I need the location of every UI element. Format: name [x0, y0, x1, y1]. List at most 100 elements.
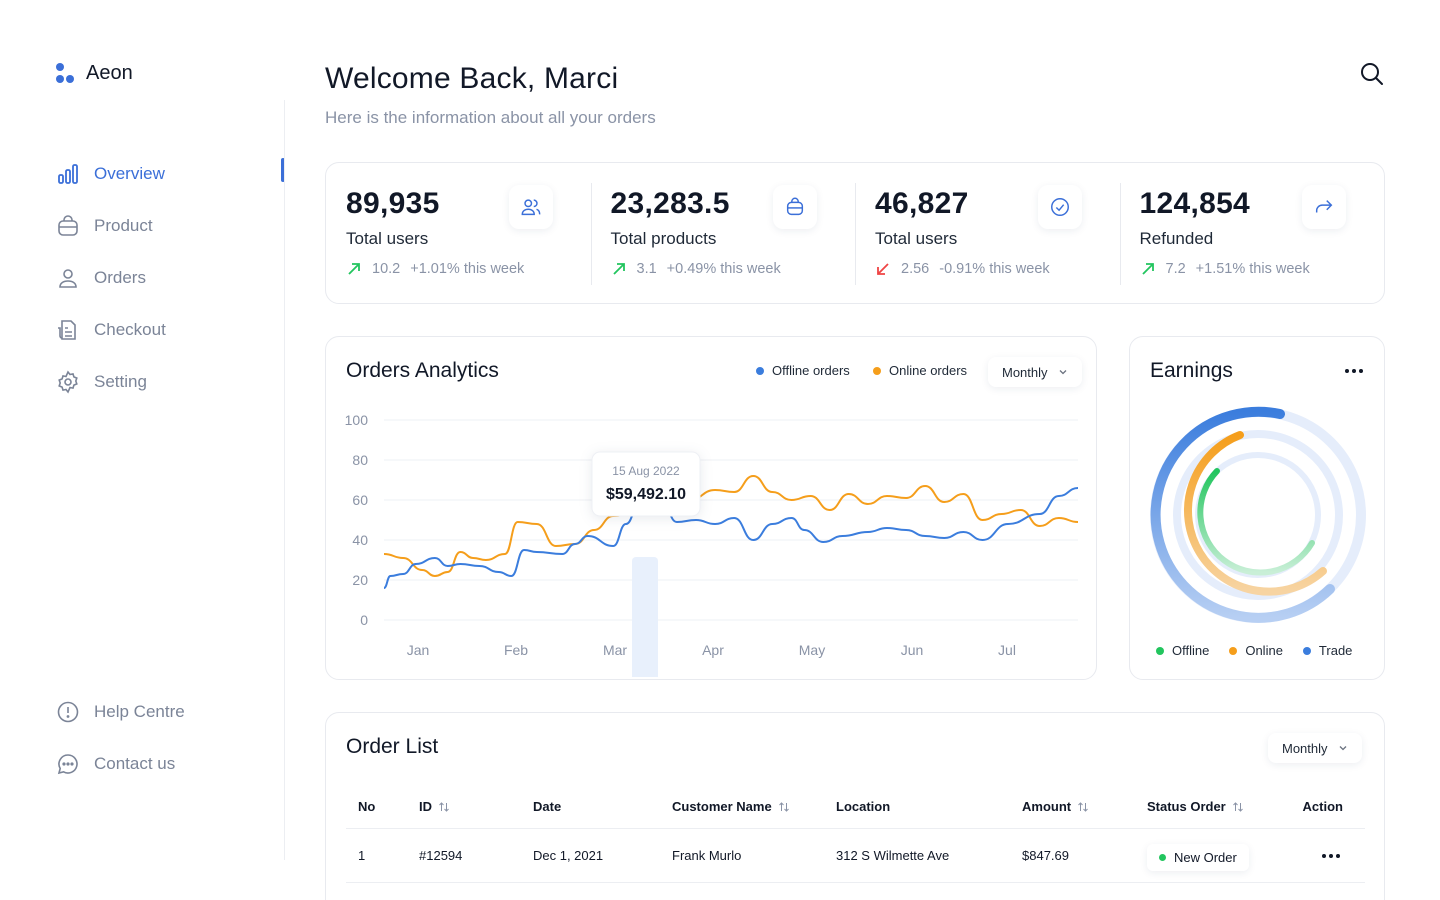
column-header-action: Action: [1302, 799, 1343, 814]
status-badge: New Order: [1147, 844, 1249, 871]
trend-up-icon: [612, 263, 625, 275]
stat-value: 23,283.5: [610, 187, 730, 220]
chat-icon: [57, 754, 78, 775]
gear-icon: [58, 370, 78, 394]
sidebar-bottom-nav: Help Centre Contact us: [56, 694, 285, 798]
info-icon: [57, 701, 79, 723]
cell-no: 1: [358, 848, 366, 863]
legend-dot: [873, 366, 881, 375]
legend-offline-orders: Offline orders: [756, 363, 850, 378]
column-header-status-order[interactable]: Status Order: [1147, 799, 1301, 814]
cell-status: New Order: [1147, 840, 1301, 871]
share-arrow-icon: [1315, 200, 1333, 213]
sidebar-item-checkout[interactable]: Checkout: [56, 312, 285, 348]
orders-line-chart: 0 20 40 60 80 100 Jan Feb Mar Apr May Jun Jul 15 Aug …: [345, 412, 1079, 677]
series-line-online-orders: [383, 474, 1079, 578]
sidebar-item-orders[interactable]: Orders: [56, 260, 285, 296]
sort-icon: [1232, 801, 1243, 812]
legend-label: Online: [1245, 643, 1283, 658]
period-dropdown-value: Monthly: [1002, 364, 1048, 380]
tooltip-box: [591, 451, 701, 517]
table-row[interactable]: 1 #12594 Dec 1, 2021 Frank Murlo 312 S W…: [346, 829, 1365, 883]
period-dropdown[interactable]: Monthly: [988, 357, 1082, 387]
earnings-legend: Offline Online Trade: [1156, 643, 1352, 658]
user-icon: [59, 269, 77, 288]
hover-band: [632, 557, 658, 677]
stat-label: Total products: [610, 229, 717, 248]
orders-analytics-card: Orders Analytics Offline orders Online o…: [325, 336, 1097, 680]
y-tick-label: 80: [352, 452, 368, 468]
stat-trend: 3.1 +0.49% this week: [611, 261, 836, 277]
stat-trend: 10.2 +1.01% this week: [346, 261, 571, 277]
y-tick-label: 20: [352, 572, 368, 588]
stat-value: 124,854: [1139, 187, 1251, 220]
cell-location: 312 S Wilmette Ave: [836, 848, 950, 863]
cell-date: Dec 1, 2021: [533, 848, 604, 863]
stat-icon-button[interactable]: [1037, 185, 1082, 229]
logo[interactable]: Aeon: [56, 62, 133, 85]
legend-trade: Trade: [1302, 643, 1353, 658]
legend-label: Offline: [1172, 643, 1210, 658]
table-row[interactable]: [346, 883, 1365, 900]
check-circle-icon: [1050, 198, 1069, 216]
status-label: New Order: [1174, 850, 1237, 865]
sort-icon: [439, 801, 449, 812]
chevron-down-icon: [1059, 370, 1066, 375]
earnings-card: Earnings Offline Online Trade: [1129, 336, 1385, 680]
legend-label: Trade: [1318, 643, 1353, 658]
page-title: Welcome Back, Marci: [325, 62, 619, 95]
cell-amount: $847.69: [1022, 848, 1069, 863]
stat-trend: 2.56 -0.91% this week: [875, 261, 1100, 277]
app-name: Aeon: [86, 62, 133, 84]
sidebar-item-label: Contact us: [94, 754, 176, 773]
earnings-more-button[interactable]: [1342, 361, 1366, 381]
legend-dot: [756, 366, 764, 375]
stat-icon-button[interactable]: [773, 185, 817, 229]
stat-change: -0.91% this week: [939, 261, 1050, 277]
order-period-dropdown[interactable]: Monthly: [1268, 733, 1362, 763]
cell-action: [1301, 846, 1365, 866]
ring-track-online: [1173, 430, 1343, 600]
ring-offline: [1197, 468, 1315, 576]
column-header-id[interactable]: ID: [419, 799, 533, 814]
sidebar-item-label: Checkout: [94, 320, 166, 339]
legend-label: Offline orders: [772, 363, 850, 378]
search-button[interactable]: [1358, 60, 1386, 88]
row-more-button[interactable]: [1319, 846, 1343, 866]
card-title: Order List: [346, 735, 439, 758]
sidebar: Aeon Overview Product Orders Checkout Se…: [0, 0, 285, 900]
table-header: No ID Date Customer Name Location Amount…: [346, 785, 1365, 829]
x-tick-label: Mar: [603, 642, 627, 658]
page-subtitle: Here is the information about all your o…: [325, 108, 656, 127]
sidebar-item-label: Setting: [94, 372, 147, 391]
stats-panel: 89,935 Total users 10.2 +1.01% this week…: [325, 162, 1385, 304]
sort-icon: [1078, 801, 1088, 812]
column-header-date: Date: [533, 799, 562, 814]
y-tick-label: 0: [360, 612, 368, 628]
sidebar-item-contact-us[interactable]: Contact us: [56, 746, 285, 782]
sidebar-item-label: Product: [94, 216, 153, 235]
column-header-location: Location: [836, 799, 891, 814]
sidebar-item-product[interactable]: Product: [56, 208, 285, 244]
stat-icon-button[interactable]: [1302, 185, 1346, 229]
x-tick-label: Jul: [998, 642, 1016, 658]
sidebar-item-overview[interactable]: Overview: [56, 156, 285, 192]
sidebar-item-label: Orders: [94, 268, 146, 287]
stat-icon-button[interactable]: [508, 185, 553, 229]
sidebar-item-setting[interactable]: Setting: [56, 364, 285, 400]
series-line-offline-orders: [383, 487, 1079, 589]
users-icon: [521, 199, 540, 216]
tooltip-value: $59,492.10: [606, 486, 686, 503]
stat-card-total-users: 89,935 Total users 10.2 +1.01% this week: [326, 163, 591, 303]
legend-online-orders: Online orders: [873, 363, 967, 378]
sort-icon: [778, 801, 789, 812]
stat-value: 89,935: [346, 187, 440, 220]
sidebar-item-help-centre[interactable]: Help Centre: [56, 694, 285, 730]
chevron-down-icon: [1339, 746, 1346, 751]
order-list-card: Order List Monthly No ID Date Customer N…: [325, 712, 1385, 900]
column-header-customer-name[interactable]: Customer Name: [672, 799, 836, 814]
column-header-amount[interactable]: Amount: [1022, 799, 1147, 814]
stat-change: +1.01% this week: [410, 261, 525, 277]
legend-offline: Offline: [1156, 643, 1209, 658]
stat-delta: 7.2: [1165, 261, 1186, 277]
